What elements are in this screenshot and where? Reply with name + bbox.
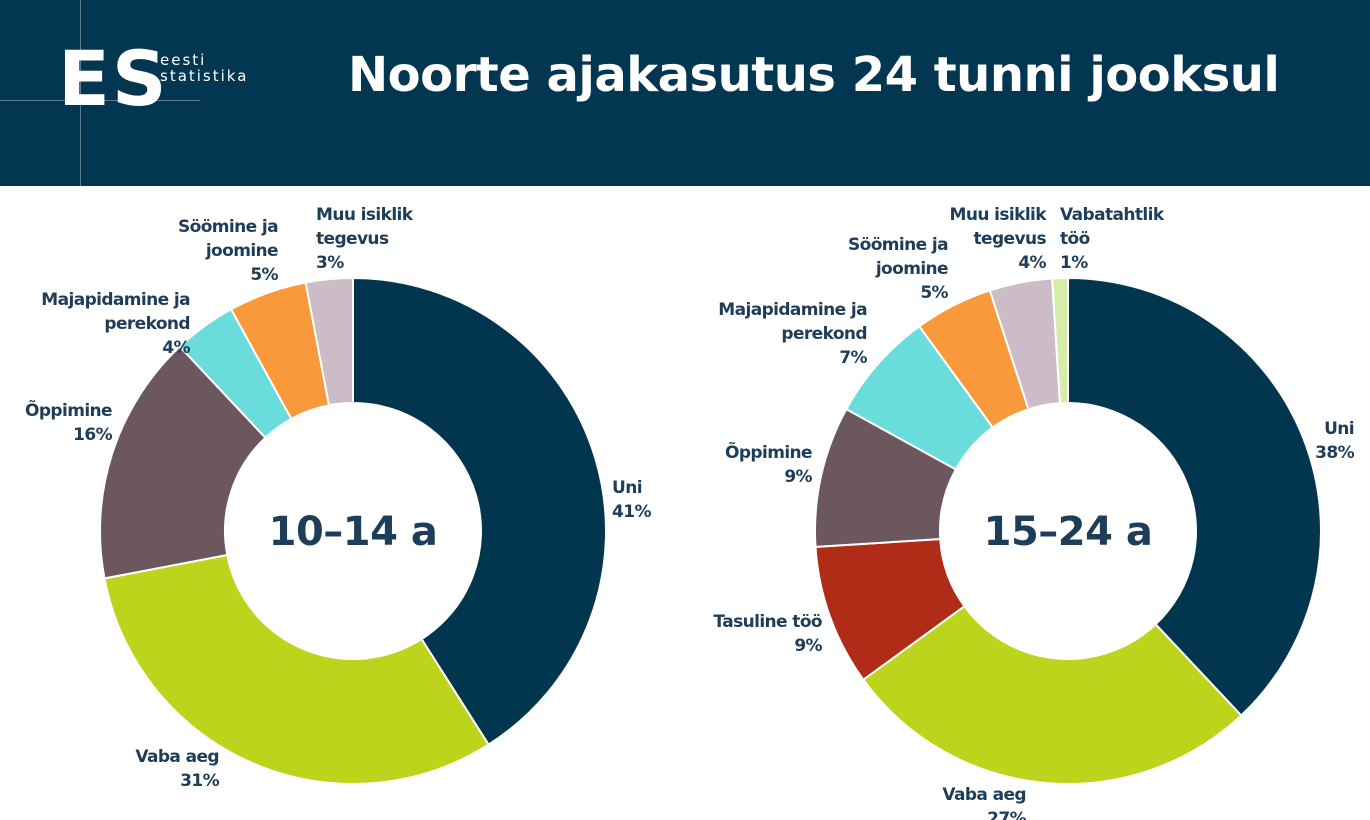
slice-label-oppimine: Õppimine 16% [25, 398, 113, 445]
slice-label-uni: Uni 38% [1315, 419, 1354, 463]
donut-chart-2: Uni 38% Vaba aeg 27% Tasuline töö 9% Õppimine 9… [713, 205, 1355, 820]
slice-vaba-aeg [103, 553, 490, 785]
slice-vaba-aeg [861, 604, 1243, 785]
slice-label-tasuline-too: Tasuline töö 9% [713, 612, 822, 656]
slice-label-oppimine: Õppimine 9% [725, 440, 813, 487]
slice-muu-isiklik-tegevus [304, 276, 354, 407]
slice-label-majapidamine-ja-perekond: Majapidamine ja perekond 7% [718, 300, 867, 368]
slice-oppimine [99, 345, 267, 580]
slice-label-muu-isiklik-tegevus: Muu isiklik tegevus 4% [950, 205, 1048, 273]
center-label: 15–24 a [984, 509, 1153, 555]
slice-label-majapidamine-ja-perekond: Majapidamine ja perekond 4% [41, 290, 190, 358]
logo-text: eesti statistika [160, 52, 248, 84]
logo-text-line1: eesti [160, 51, 207, 69]
decorative-line [80, 0, 81, 186]
slice-vabatahtlik-too [1051, 276, 1069, 405]
slice-label-soomine-ja-joomine: Söömine ja joomine 5% [848, 235, 949, 303]
slice-uni [352, 276, 607, 746]
slice-uni [1067, 276, 1322, 717]
slice-label-vabatahtlik-too: Vabatahtlik töö 1% [1060, 205, 1165, 273]
logo-text-line2: statistika [160, 67, 249, 85]
slice-label-uni: Uni 41% [612, 478, 651, 522]
logo-mark: ES [58, 34, 169, 123]
slice-label-vaba-aeg: Vaba aeg 27% [942, 785, 1026, 820]
slice-label-vaba-aeg: Vaba aeg 31% [135, 747, 219, 791]
donut-chart-1: Uni 41% Vaba aeg 31% Õppimine 16% Majapidamine… [25, 205, 652, 791]
page-title: Noorte ajakasutus 24 tunni jooksul [348, 47, 1280, 103]
decorative-line [0, 100, 200, 101]
header-banner: ES eesti statistika Noorte ajakasutus 24… [0, 0, 1370, 186]
slice-label-muu-isiklik-tegevus: Muu isiklik tegevus 3% [316, 205, 414, 273]
center-label: 10–14 a [269, 509, 438, 555]
slice-label-soomine-ja-joomine: Söömine ja joomine 5% [178, 217, 279, 285]
